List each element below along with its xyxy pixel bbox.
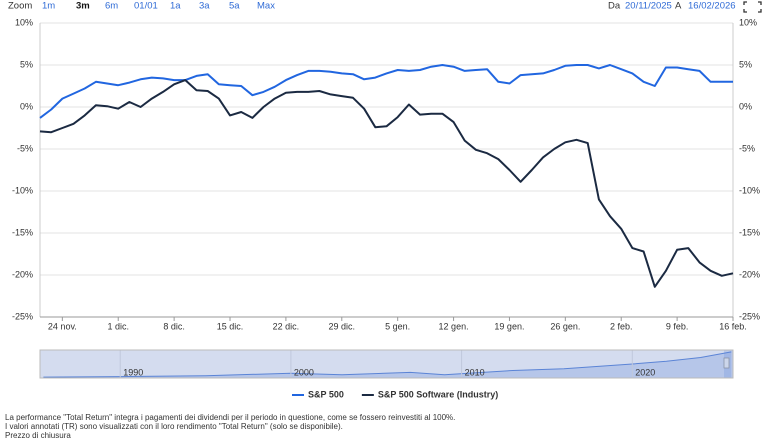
x-tick-label: 8 dic. [163,321,185,331]
y2-tick-label: 10% [739,17,757,27]
to-label: A [675,1,682,12]
x-tick-label: 19 gen. [494,321,524,331]
y-tick-label: 5% [20,59,33,69]
to-date[interactable]: 16/02/2026 [688,1,736,12]
y2-tick-label: 5% [739,59,752,69]
x-tick-label: 9 feb. [666,321,689,331]
zoom-button[interactable]: 5a [229,1,240,12]
navigator-frame [39,349,734,379]
x-tick-label: 24 nov. [48,321,77,331]
navigator-tick-label: 2020 [635,367,655,377]
y-tick-label: -5% [17,143,33,153]
zoom-button[interactable]: 3a [199,1,210,12]
y2-tick-label: -10% [739,185,760,195]
zoom-button[interactable]: Max [257,1,275,12]
footnote: La performance "Total Return" integra i … [5,413,455,422]
fullscreen-icon[interactable] [743,1,762,13]
x-tick-label: 1 dic. [107,321,129,331]
y2-tick-label: -15% [739,227,760,237]
series-line [39,64,733,119]
legend-label[interactable]: S&P 500 Software (Industry) [378,389,498,399]
y2-tick-label: -20% [739,269,760,279]
y-tick-label: -15% [12,227,33,237]
x-tick-label: 5 gen. [385,321,410,331]
zoom-button[interactable]: 01/01 [134,1,158,12]
y2-tick-label: -5% [739,143,755,153]
navigator-tick-label: 1990 [123,367,143,377]
y-tick-label: 10% [15,17,33,27]
y-tick-label: -25% [12,311,33,321]
zoom-button[interactable]: 6m [105,1,118,12]
legend-label[interactable]: S&P 500 [308,389,344,399]
x-tick-label: 15 dic. [217,321,244,331]
zoom-button[interactable]: 1a [170,1,181,12]
navigator-area [43,351,732,378]
x-tick-label: 22 dic. [273,321,300,331]
from-date[interactable]: 20/11/2025 [625,1,672,12]
navigator-handle[interactable] [723,357,730,369]
y2-tick-label: 0% [739,101,752,111]
series-line [39,79,734,288]
x-tick-label: 26 gen. [550,321,580,331]
y-tick-label: 0% [20,101,33,111]
navigator-tick-label: 2010 [465,367,485,377]
x-tick-label: 16 feb. [719,321,747,331]
navigator-tick-label: 2000 [294,367,314,377]
navigator-line [43,351,732,378]
y-tick-label: -20% [12,269,33,279]
x-tick-label: 29 dic. [329,321,356,331]
x-tick-label: 2 feb. [610,321,633,331]
y-tick-label: -10% [12,185,33,195]
footnote: I valori annotati (TR) sono visualizzati… [5,422,343,431]
zoom-label: Zoom [8,1,32,12]
from-label: Da [608,1,621,12]
zoom-button[interactable]: 3m [76,1,90,12]
y2-tick-label: -25% [739,311,760,321]
x-tick-label: 12 gen. [439,321,469,331]
zoom-button[interactable]: 1m [42,1,55,12]
footnote: Prezzo di chiusura [5,431,71,440]
